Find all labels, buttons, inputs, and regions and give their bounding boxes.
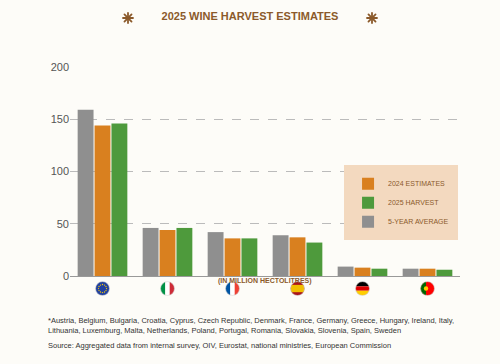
svg-text:5-YEAR AVERAGE: 5-YEAR AVERAGE (388, 218, 449, 225)
svg-text:50: 50 (57, 218, 69, 230)
html-text:*Austria, Belgium, Bulgaria, C: *Austria, Belgium, Bulgaria, Croatia, Cy… (48, 316, 454, 336)
svg-text:150: 150 (51, 113, 69, 125)
svg-text:2024 ESTIMATES: 2024 ESTIMATES (388, 180, 445, 187)
svg-text:100: 100 (51, 165, 69, 177)
svg-text:2025 WINE HARVEST ESTIMATES: 2025 WINE HARVEST ESTIMATES (162, 10, 339, 22)
svg-text:2025 HARVEST: 2025 HARVEST (388, 199, 439, 206)
svg-text:0: 0 (63, 270, 69, 282)
svg-text:(IN MILLION HECTOLITRES): (IN MILLION HECTOLITRES) (218, 277, 312, 285)
svg-text:200: 200 (51, 61, 69, 73)
html-text:Source: Aggregated data from i: Source: Aggregated data from internal su… (48, 341, 392, 351)
